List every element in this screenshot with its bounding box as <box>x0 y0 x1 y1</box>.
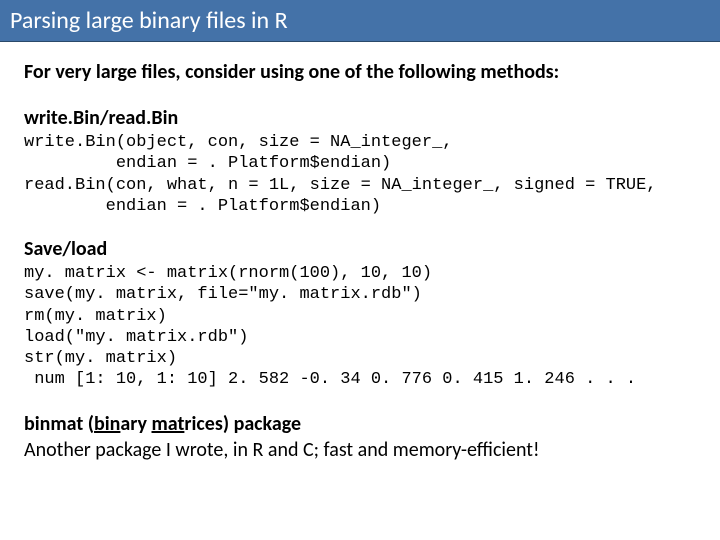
footer-underline-mat: mat <box>152 412 185 436</box>
intro-text: For very large files, consider using one… <box>24 60 696 84</box>
section1-heading: write.Bin/read.Bin <box>24 106 696 130</box>
section2-heading: Save/load <box>24 237 696 261</box>
footer-prefix: binmat ( <box>24 412 94 436</box>
footer-line1: binmat (binary matrices) package <box>24 411 696 437</box>
section2-code: my. matrix <- matrix(rnorm(100), 10, 10)… <box>24 263 696 391</box>
footer-mid1: ary <box>120 412 151 436</box>
section1-code: write.Bin(object, con, size = NA_integer… <box>24 132 696 217</box>
slide-content: For very large files, consider using one… <box>0 42 720 473</box>
footer-line2: Another package I wrote, in R and C; fas… <box>24 437 696 463</box>
slide-title-bar: Parsing large binary files in R <box>0 0 720 42</box>
slide-title: Parsing large binary files in R <box>10 6 288 35</box>
footer-underline-bin: bin <box>94 412 120 436</box>
footer-mid2: rices) package <box>184 412 301 436</box>
